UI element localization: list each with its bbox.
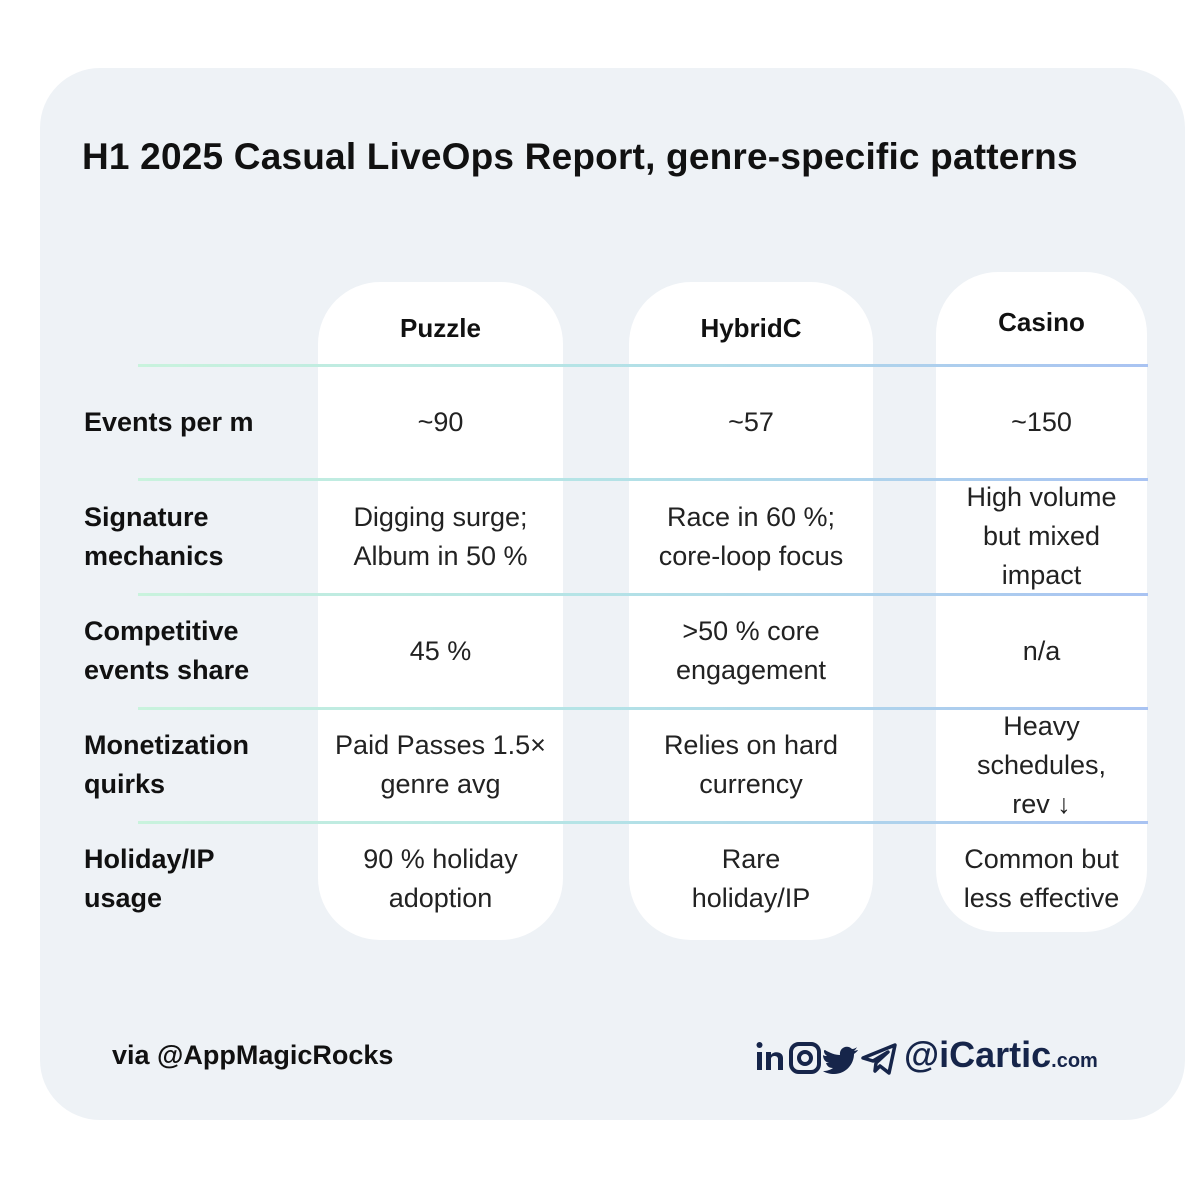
row-label: Competitive events share [84,594,314,708]
table-cell: Common but less effective [942,822,1141,935]
cell-line: adoption [388,882,493,913]
table-cell: n/a [942,594,1141,708]
row-label-line: Signature [84,501,209,532]
cell-line: ~150 [1011,406,1072,437]
handle: @iCartic.com [904,1034,1098,1076]
column-header: HybridC [700,312,802,343]
row-label-line: events share [84,655,250,685]
domain: .com [1051,1050,1098,1072]
cell-line: Race in 60 %; [666,501,836,532]
cell-line: schedules, [976,749,1107,780]
cell-line: but mixed [982,521,1101,551]
icon-instagram-lens [797,1050,813,1066]
cell-line: Heavy [1003,710,1080,741]
row-label: Signature mechanics [84,479,314,594]
row-label-line: Holiday/IP [84,843,215,874]
handle-text: @iCartic [904,1034,1052,1075]
row-label-line: Events per m [84,406,254,437]
row-label: Holiday/IP usage [84,822,314,935]
cell-line: currency [699,769,803,799]
icon-linkedin-n [766,1052,783,1070]
table-cell: Relies on hard currency [635,708,867,822]
table-cell: ~90 [324,365,557,479]
row-separator [138,364,1148,367]
cell-line: n/a [1022,635,1061,666]
cell-line: less effective [963,882,1120,913]
cell-line: Paid Passes 1.5× [335,730,546,760]
icon-linkedin [757,1052,762,1070]
column-pill [318,282,563,940]
column-pill [629,282,873,940]
row-separator [138,821,1148,824]
icon-linkedin-dot [756,1042,763,1048]
table-cell: High volume but mixed impact [942,479,1141,594]
row-label-line: Monetization [84,730,249,760]
cell-line: >50 % core [682,616,820,646]
cell-line: Rare [721,843,781,874]
title: H1 2025 Casual LiveOps Report, genre-spe… [82,136,1078,177]
table-cell: Paid Passes 1.5× genre avg [324,708,557,822]
cell-line: Album in 50 % [353,540,528,571]
row-label-line: Competitive [84,616,239,646]
row-label-line: mechanics [84,540,224,571]
icon-twitter [823,1046,858,1074]
cell-line: ~90 [417,406,464,437]
table-cell: 90 % holiday adoption [324,822,557,935]
source: via @AppMagicRocks [112,1040,394,1070]
cell-line: core-loop focus [658,540,844,571]
cell-line: genre avg [380,769,501,799]
social-icons [756,1042,897,1075]
table-cell: ~57 [635,365,867,479]
table-cell: Heavy schedules, rev ↓ [942,708,1141,822]
cell-line: Common but [964,843,1119,874]
cell-line: High volume [966,482,1117,512]
icon-telegram [861,1043,897,1075]
cell-line: 90 % holiday [363,843,518,874]
table-cell: >50 % core engagement [635,594,867,708]
table-cell: Digging surge; Album in 50 % [324,479,557,594]
cell-line: engagement [675,655,827,685]
row-label-line: quirks [84,769,166,799]
icon-instagram [789,1042,821,1074]
cell-line: Relies on hard [663,730,839,760]
cell-line: Digging surge; [353,501,528,532]
cell-line: rev ↓ [1012,788,1071,819]
table-cell: ~150 [942,365,1141,479]
row-separator [138,707,1148,710]
row-label-line: usage [84,882,163,913]
column-header: Puzzle [400,312,481,343]
row-label: Events per m [84,365,314,479]
cell-line: ~57 [728,406,774,437]
row-label: Monetization quirks [84,708,314,822]
cell-line: 45 % [409,635,472,666]
table-cell: Rare holiday/IP [635,822,867,935]
column-header: Casino [998,306,1085,337]
table-cell: Race in 60 %; core-loop focus [635,479,867,594]
row-separator [138,478,1148,481]
table-cell: 45 % [324,594,557,708]
row-separator [138,593,1148,596]
cell-line: holiday/IP [691,882,811,913]
cell-line: impact [1001,560,1082,590]
